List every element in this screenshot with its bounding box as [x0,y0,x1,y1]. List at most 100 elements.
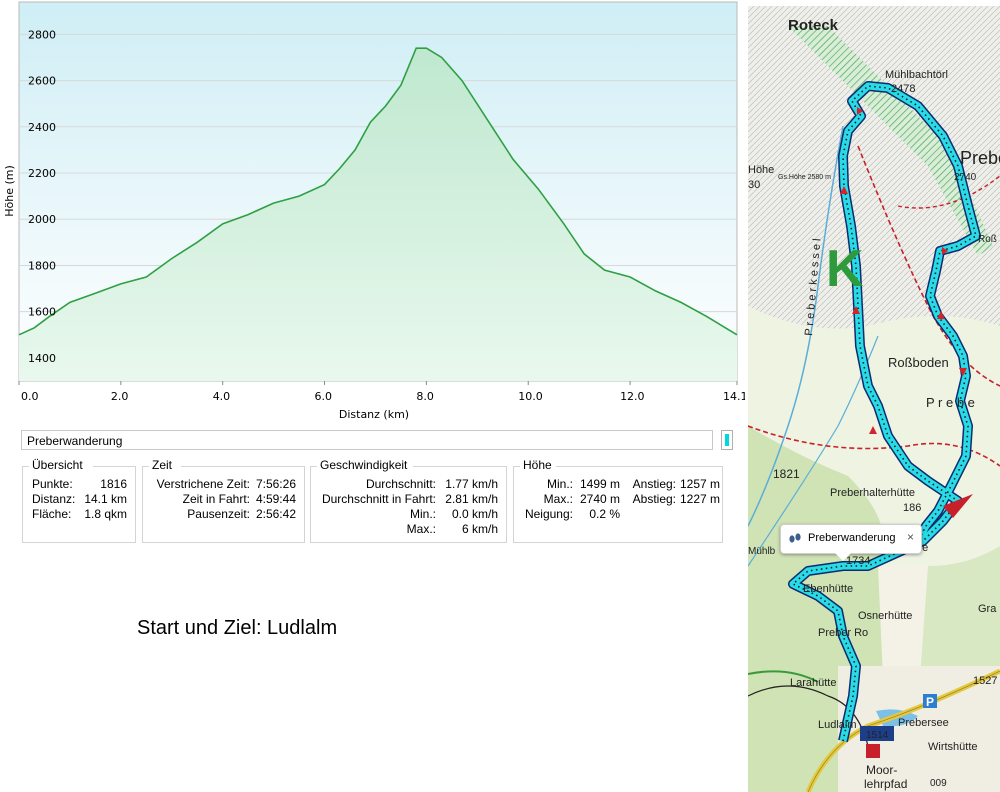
map-track-tooltip[interactable]: Preberwanderung × [780,524,922,561]
x-tick-label: 12.0 [620,390,645,403]
track-color-fill [725,434,729,446]
speed-max-label: Max.: [406,522,436,536]
svg-text:Preber Ro: Preber Ro [818,627,868,639]
svg-text:30: 30 [748,179,760,191]
footprints-icon [789,533,801,543]
speed-group: Geschwindigkeit Durchschnitt: 1.77 km/h … [310,458,507,543]
speed-avg-moving-value: 2.81 km/h [445,492,498,506]
height-slope-value: 0.2 % [589,507,620,521]
height-group: Höhe Min.: 1499 m Max.: 2740 m Neigung: … [513,458,723,543]
x-tick-label: 4.0 [213,390,231,403]
height-max-value: 2740 m [579,492,620,506]
overview-distance-label: Distanz: [32,492,76,506]
overview-points-label: Punkte: [32,477,73,491]
svg-text:1514: 1514 [866,730,889,741]
map-path-green [748,670,819,683]
x-tick-label: 10.0 [518,390,543,403]
time-pause-value: 2:56:42 [255,507,296,521]
svg-text:Roßboden: Roßboden [888,355,949,370]
overview-area-value: 1.8 qkm [84,507,127,521]
elevation-profile-chart[interactable]: 1400 1600 1800 2000 2200 2400 2600 2800 0.0 2.0 4… [0,0,748,425]
y-axis-ticks: 1400 1600 1800 2000 2200 2400 2600 2800 [28,28,56,365]
map-elevation-badge [860,726,894,741]
map-k-sign: K [826,240,864,298]
y-tick-label: 2200 [28,167,56,180]
svg-text:Prebersee: Prebersee [898,717,949,729]
elevation-line [18,47,738,336]
map-stream [748,125,844,527]
height-slope-label: Neigung: [524,507,573,521]
y-tick-label: 2800 [28,28,56,41]
time-pause-label: Pausenzeit: [187,507,250,521]
svg-text:Moor-: Moor- [866,763,897,777]
map-parking-label: P [926,695,934,709]
elevation-chart-svg: 1400 1600 1800 2000 2200 2400 2600 2800 0.0 2.0 4… [3,1,748,421]
svg-text:Wirtshütte: Wirtshütte [928,741,978,753]
y-axis-title: Höhe (m) [3,165,16,217]
map-trail-red [857,145,1000,387]
x-tick-label: 2.0 [111,390,128,403]
svg-text:1527: 1527 [973,675,997,687]
track-color-swatch[interactable] [721,430,733,450]
svg-text:2740: 2740 [954,172,977,183]
speed-min-label: Min.: [409,507,436,521]
x-tick-label: 6.0 [315,390,333,403]
y-tick-label: 1600 [28,306,56,319]
x-axis-title: Distanz (km) [339,408,409,421]
overview-group: Übersicht Punkte: 1816 Distanz: 14.1 km … [22,458,136,543]
route-track [788,81,981,743]
svg-text:009: 009 [930,778,947,789]
time-group: Zeit Verstrichene Zeit: 7:56:26 Zeit in … [142,458,305,543]
height-ascent-value: 1257 m [679,477,720,491]
y-tick-label: 2600 [28,75,56,88]
svg-text:Roteck: Roteck [788,17,839,34]
tooltip-tail [835,553,851,561]
speed-max-value: 6 km/h [461,522,498,536]
elevation-area [19,48,737,381]
height-min-label: Min.: [546,477,573,491]
svg-text:Prebe: Prebe [960,148,1000,168]
svg-text:186: 186 [903,502,921,514]
time-moving-label: Zeit in Fahrt: [182,492,250,506]
tooltip-track-name: Preberwanderung [808,532,896,544]
y-tick-label: 1400 [28,352,56,365]
svg-text:P r e b e: P r e b e [926,395,975,410]
speed-min-value: 0.0 km/h [451,507,498,521]
svg-text:Larahütte: Larahütte [790,677,836,689]
svg-text:Ebenhütte: Ebenhütte [803,583,853,595]
track-name-field[interactable]: Preberwanderung [21,430,713,450]
close-icon[interactable]: × [906,530,914,544]
svg-text:Gra: Gra [978,603,997,615]
svg-text:Mühlbachtörl: Mühlbachtörl [885,69,948,81]
overview-area-label: Fläche: [32,507,72,521]
route-map[interactable]: K P Roteck Mühlbachtörl 2478 Prebe 2740 … [748,6,1000,792]
map-trail-red-3 [897,175,1000,209]
time-elapsed-label: Verstrichene Zeit: [156,477,250,491]
height-ascent-label: Anstieg: [632,477,676,491]
x-axis-ticks: 0.0 2.0 4.0 6.0 8.0 10.0 12.0 14.1 [18,381,748,403]
map-path-black [748,685,869,747]
start-finish-note: Start und Ziel: Ludlalm [137,617,338,639]
y-tick-label: 2000 [28,213,56,226]
speed-avg-value: 1.77 km/h [445,477,498,491]
svg-text:2478: 2478 [891,83,915,95]
y-tick-label: 1800 [28,259,56,272]
height-descent-label: Abstieg: [632,492,676,506]
overview-distance-value: 14.1 km [84,492,127,506]
svg-text:1821: 1821 [773,467,800,481]
svg-text:Mühlb: Mühlb [748,546,776,557]
overview-legend: Übersicht [29,458,86,472]
y-tick-label: 2400 [28,121,56,134]
svg-text:lehrpfad: lehrpfad [864,777,907,791]
map-road-outline [807,670,1000,792]
svg-text:Roß: Roß [978,234,997,245]
height-min-value: 1499 m [579,477,620,491]
height-legend: Höhe [520,458,555,472]
x-tick-label: 8.0 [416,390,434,403]
x-tick-label: 0.0 [21,390,39,403]
map-svg: K P Roteck Mühlbachtörl 2478 Prebe 2740 … [748,6,1000,792]
time-elapsed-value: 7:56:26 [255,477,296,491]
svg-text:Ludlalm: Ludlalm [818,719,857,731]
height-max-label: Max.: [543,492,573,506]
map-moor-sign [866,744,880,758]
